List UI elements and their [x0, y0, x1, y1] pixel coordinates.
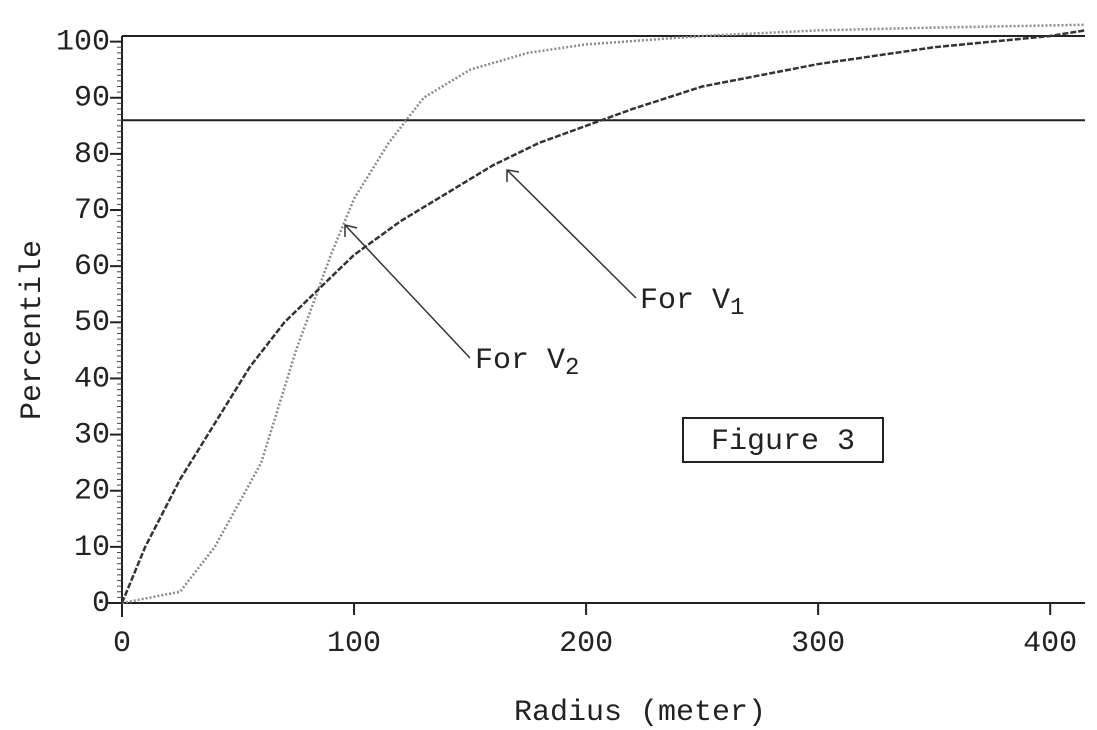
y-tick-label: 30 — [74, 419, 110, 453]
x-tick-label: 100 — [327, 627, 381, 661]
annotation: For V1 — [640, 284, 744, 322]
annotation-text: For V — [475, 344, 565, 378]
y-tick-label: 10 — [74, 531, 110, 565]
annotation: For V2 — [475, 344, 579, 382]
y-tick-label: 90 — [74, 82, 110, 116]
annotation-subscript: 2 — [565, 355, 579, 382]
x-tick-label: 300 — [791, 627, 845, 661]
x-tick-label: 0 — [113, 627, 131, 661]
y-tick-label: 70 — [74, 194, 110, 228]
arrow — [506, 169, 637, 299]
y-axis-label: Percentile — [16, 240, 50, 420]
x-tick-label: 200 — [559, 627, 613, 661]
annotation-subscript: 1 — [730, 295, 744, 322]
data-line — [120, 29, 1086, 604]
y-tick-label: 20 — [74, 475, 110, 509]
label-frame — [682, 417, 884, 463]
arrowhead — [506, 169, 520, 182]
figure-label-box: Figure 3 — [682, 417, 884, 463]
annotation-text: For V — [640, 284, 730, 318]
y-tick-label: 0 — [92, 587, 110, 621]
figure-label: Figure 3 — [711, 425, 855, 459]
x-tick-label: 400 — [1023, 627, 1077, 661]
y-tick-label: 40 — [74, 362, 110, 396]
data-line — [121, 23, 1086, 605]
arrowhead — [344, 224, 358, 237]
x-axis-label: Radius (meter) — [514, 696, 766, 730]
y-tick-label: 80 — [74, 138, 110, 172]
y-tick-label: 60 — [74, 250, 110, 284]
arrow — [344, 224, 471, 359]
y-tick-label: 100 — [56, 26, 110, 60]
y-tick-label: 50 — [74, 306, 110, 340]
